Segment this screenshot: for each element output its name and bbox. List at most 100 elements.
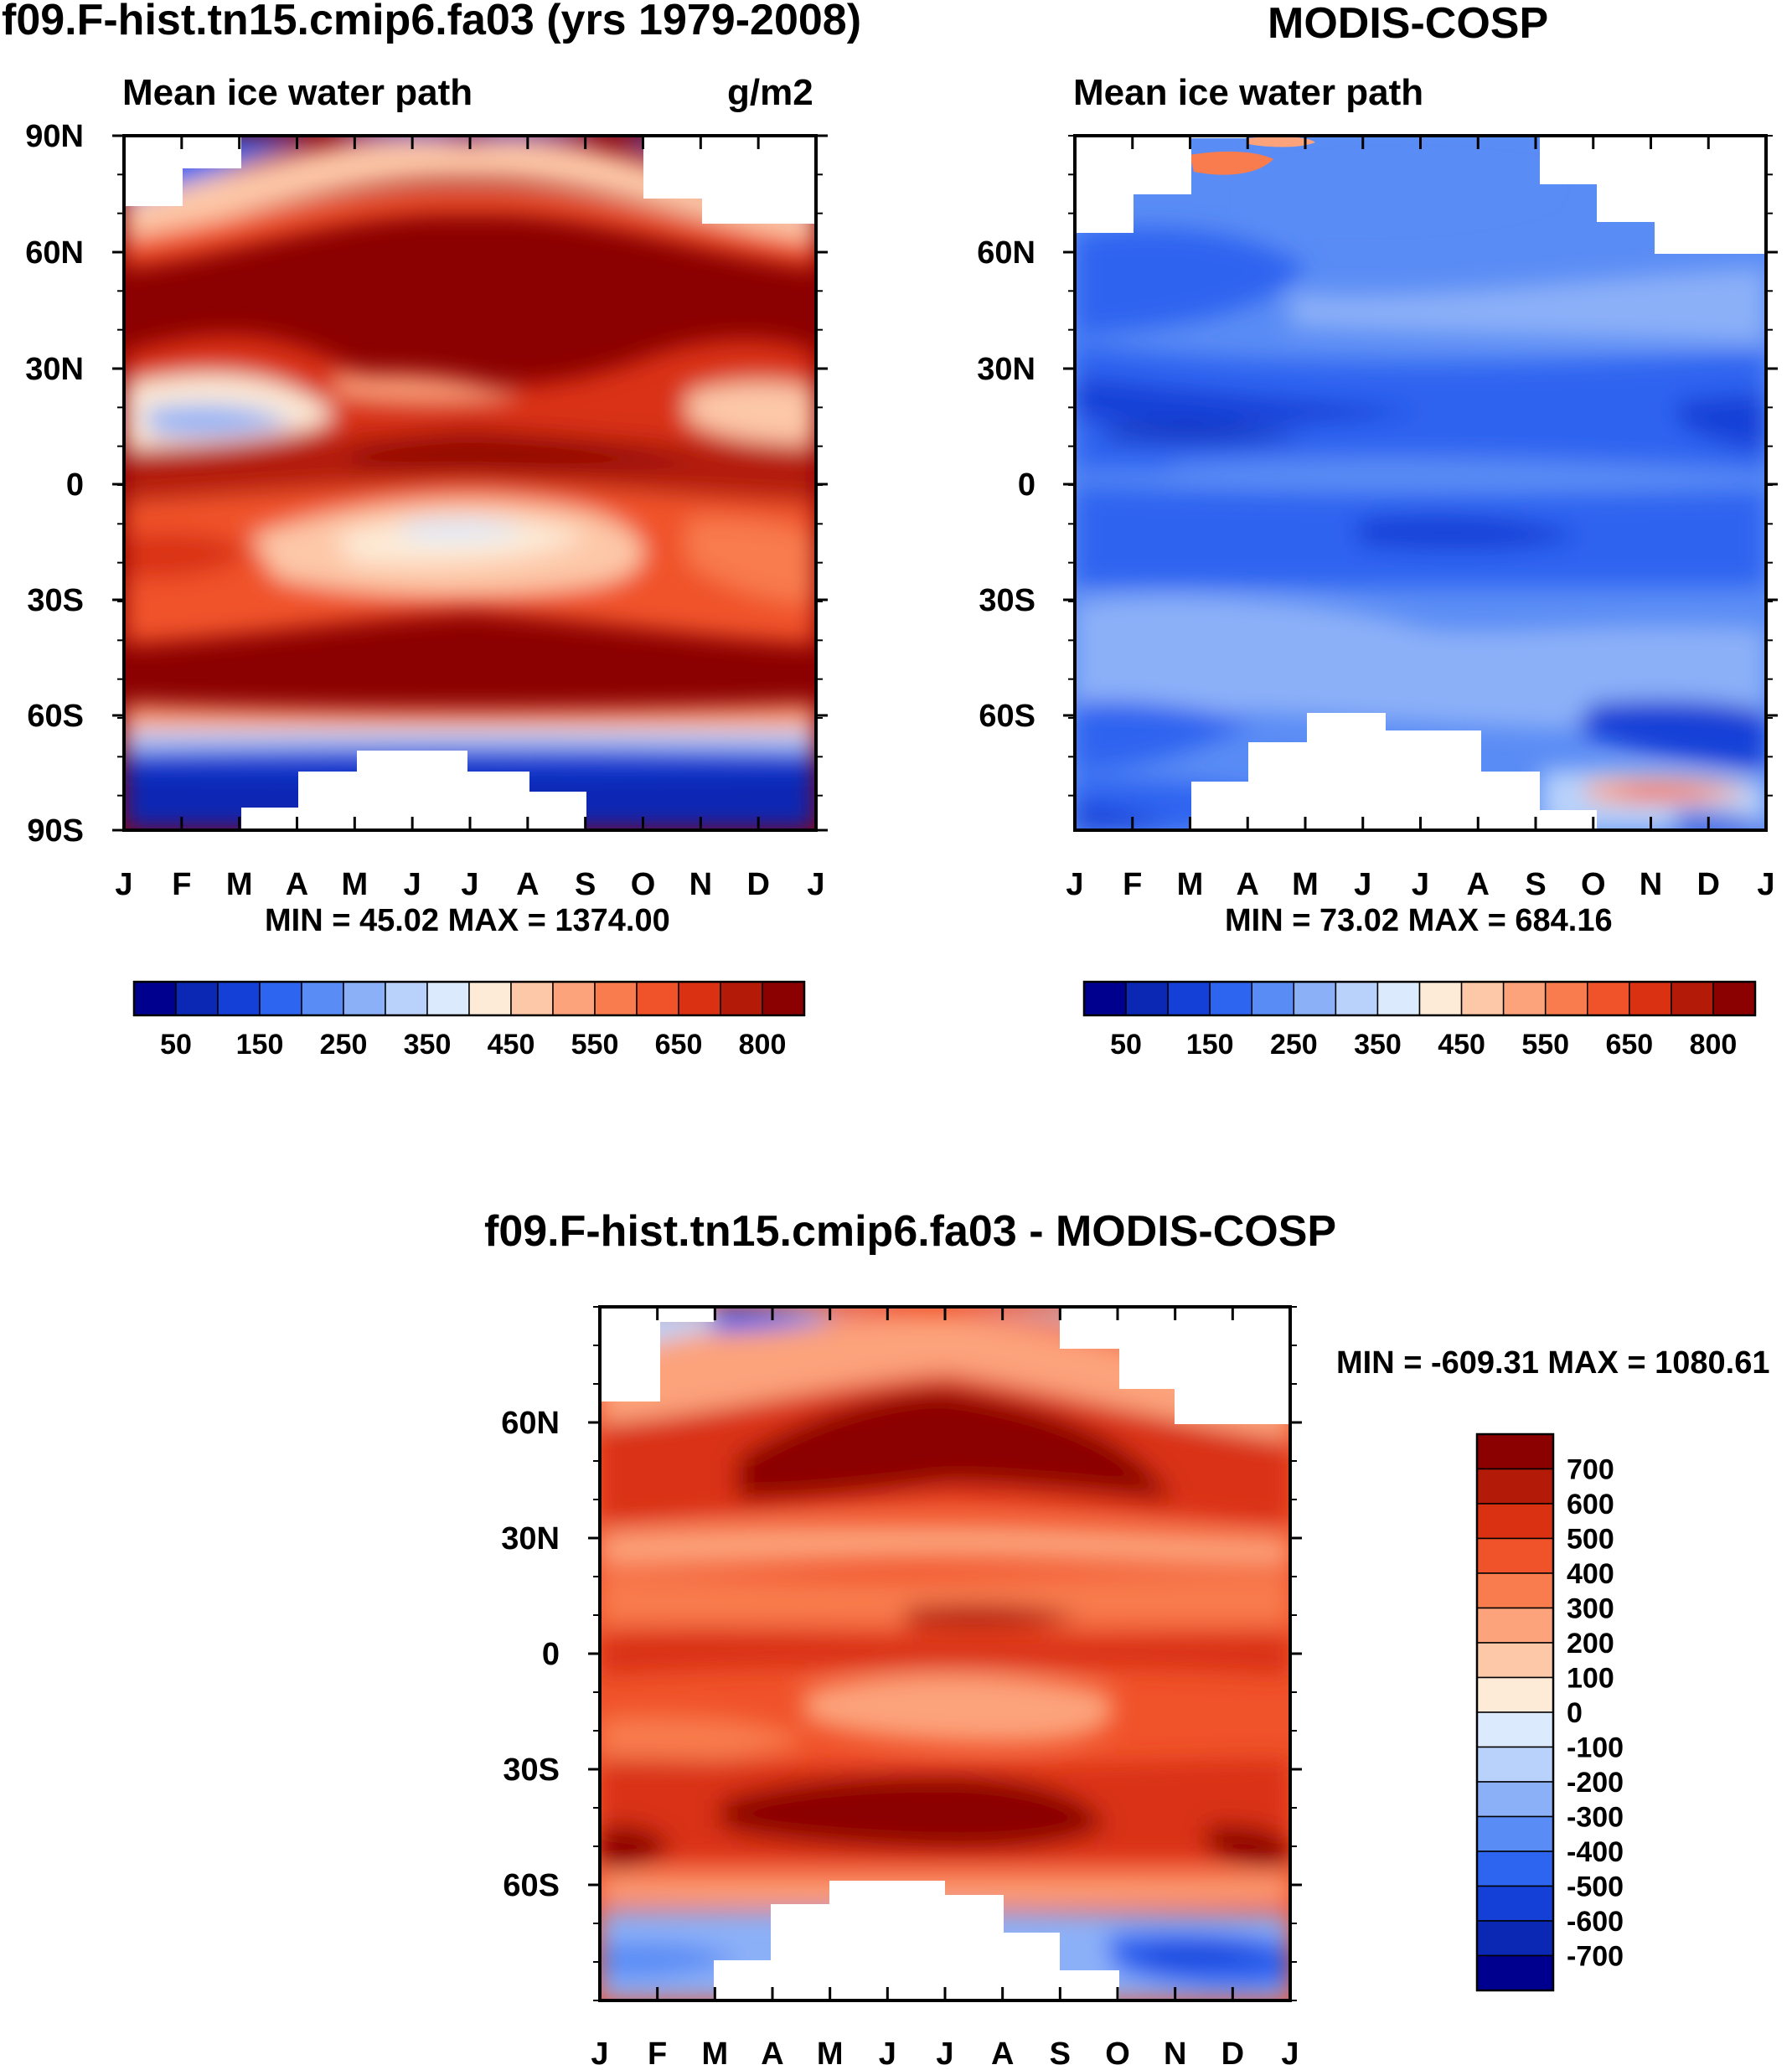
x-tick-label: J bbox=[936, 2036, 953, 2070]
colorbar-label: -500 bbox=[1567, 1871, 1624, 1903]
colorbar-box bbox=[510, 981, 554, 1016]
x-tick-label: M bbox=[226, 867, 253, 902]
plot2-colorbar: 50 150 250 350 450 550 650 800 bbox=[1082, 980, 1757, 1061]
y-tick-label: 60S bbox=[27, 699, 84, 734]
colorbar-label: 450 bbox=[1438, 1029, 1485, 1061]
plot1-units: g/m2 bbox=[727, 72, 813, 113]
plot2-subtitle: Mean ice water path bbox=[1073, 72, 1424, 113]
x-tick-label: A bbox=[761, 2036, 783, 2070]
x-tick-label: J bbox=[1281, 2036, 1299, 2070]
x-tick-label: S bbox=[1050, 2036, 1071, 2070]
y-tick-label: 0 bbox=[66, 467, 84, 503]
colorbar-box bbox=[1335, 981, 1379, 1016]
x-tick-label: A bbox=[286, 867, 308, 902]
x-tick-label: N bbox=[689, 867, 712, 902]
colorbar-box bbox=[1476, 1954, 1554, 1991]
colorbar-box bbox=[1544, 981, 1588, 1016]
colorbar-label: 350 bbox=[404, 1029, 452, 1061]
x-tick-label: A bbox=[1467, 867, 1490, 902]
y-tick-label: 30S bbox=[503, 1753, 560, 1788]
plot3-stats: MIN = -609.31 MAX = 1080.61 bbox=[1336, 1345, 1770, 1381]
colorbar-label: 250 bbox=[320, 1029, 368, 1061]
plot2-stats: MIN = 73.02 MAX = 684.16 bbox=[1225, 903, 1613, 938]
colorbar-label: -700 bbox=[1567, 1941, 1624, 1973]
colorbar-label: 350 bbox=[1354, 1029, 1402, 1061]
x-tick-label: S bbox=[1525, 867, 1546, 902]
x-tick-label: J bbox=[1757, 867, 1774, 902]
colorbar-box bbox=[1476, 1920, 1554, 1957]
colorbar-box bbox=[1476, 1676, 1554, 1713]
colorbar-box bbox=[1476, 1503, 1554, 1540]
colorbar-box bbox=[1476, 1433, 1554, 1470]
colorbar-box bbox=[1418, 981, 1463, 1016]
y-tick-label: 0 bbox=[542, 1637, 560, 1672]
plot1-title: f09.F-hist.tn15.cmip6.fa03 (yrs 1979-200… bbox=[2, 0, 862, 44]
x-tick-label: F bbox=[172, 867, 191, 902]
plot1-field bbox=[124, 136, 816, 830]
colorbar-label: 150 bbox=[1186, 1029, 1234, 1061]
y-tick-label: 90N bbox=[25, 119, 84, 154]
colorbar-label: 450 bbox=[488, 1029, 535, 1061]
colorbar-box bbox=[1476, 1746, 1554, 1783]
x-tick-label: D bbox=[1221, 2036, 1244, 2070]
colorbar-box bbox=[301, 981, 344, 1016]
colorbar-label: 650 bbox=[655, 1029, 703, 1061]
x-tick-label: A bbox=[516, 867, 539, 902]
colorbar-box bbox=[1251, 981, 1295, 1016]
colorbar-box bbox=[1712, 981, 1756, 1016]
x-tick-label: J bbox=[404, 867, 421, 902]
y-tick-label: 30N bbox=[977, 352, 1035, 387]
colorbar-box bbox=[1587, 981, 1630, 1016]
plot1-stats: MIN = 45.02 MAX = 1374.00 bbox=[265, 903, 670, 938]
colorbar-box bbox=[259, 981, 302, 1016]
colorbar-box bbox=[1476, 1607, 1554, 1644]
y-tick-label: 30S bbox=[979, 583, 1035, 618]
x-tick-label: O bbox=[631, 867, 656, 902]
plot1-colorbar: 50 150 250 350 450 550 650 800 bbox=[132, 980, 806, 1061]
x-tick-label: D bbox=[1697, 867, 1720, 902]
y-tick-label: 60S bbox=[503, 1868, 560, 1903]
colorbar-label: 300 bbox=[1567, 1593, 1614, 1625]
colorbar-label: 600 bbox=[1567, 1489, 1614, 1520]
colorbar-box bbox=[1209, 981, 1252, 1016]
x-tick-label: A bbox=[1237, 867, 1259, 902]
colorbar-box bbox=[1476, 1642, 1554, 1679]
x-tick-label: A bbox=[991, 2036, 1014, 2070]
colorbar-label: -100 bbox=[1567, 1732, 1624, 1764]
colorbar-label: 200 bbox=[1567, 1628, 1614, 1660]
x-tick-label: M bbox=[342, 867, 369, 902]
colorbar-label: 250 bbox=[1270, 1029, 1318, 1061]
colorbar-label: 800 bbox=[1690, 1029, 1738, 1061]
colorbar-box bbox=[468, 981, 512, 1016]
colorbar-label: -600 bbox=[1567, 1906, 1624, 1938]
colorbar-label: 650 bbox=[1605, 1029, 1653, 1061]
x-tick-label: J bbox=[591, 2036, 608, 2070]
x-tick-label: M bbox=[702, 2036, 729, 2070]
colorbar-box bbox=[762, 981, 805, 1016]
x-tick-label: J bbox=[1066, 867, 1083, 902]
x-tick-label: D bbox=[746, 867, 769, 902]
x-tick-label: S bbox=[575, 867, 596, 902]
colorbar-label: 550 bbox=[571, 1029, 619, 1061]
y-tick-label: 30N bbox=[501, 1521, 560, 1556]
plot3-field bbox=[600, 1307, 1290, 2000]
colorbar-box bbox=[1083, 981, 1127, 1016]
colorbar-label: 0 bbox=[1567, 1697, 1583, 1729]
x-tick-label: M bbox=[817, 2036, 844, 2070]
y-tick-label: 60S bbox=[979, 699, 1035, 734]
y-tick-label: 60N bbox=[977, 235, 1035, 271]
colorbar-label: 500 bbox=[1567, 1524, 1614, 1556]
colorbar-box bbox=[720, 981, 763, 1016]
plot2-title: MODIS-COSP bbox=[1268, 0, 1549, 48]
colorbar-box bbox=[426, 981, 470, 1016]
colorbar-label: 50 bbox=[160, 1029, 192, 1061]
colorbar-box bbox=[1167, 981, 1211, 1016]
colorbar-box bbox=[1376, 981, 1421, 1016]
colorbar-box bbox=[1671, 981, 1714, 1016]
colorbar-box bbox=[1476, 1851, 1554, 1887]
x-tick-label: F bbox=[648, 2036, 667, 2070]
colorbar-box bbox=[175, 981, 219, 1016]
